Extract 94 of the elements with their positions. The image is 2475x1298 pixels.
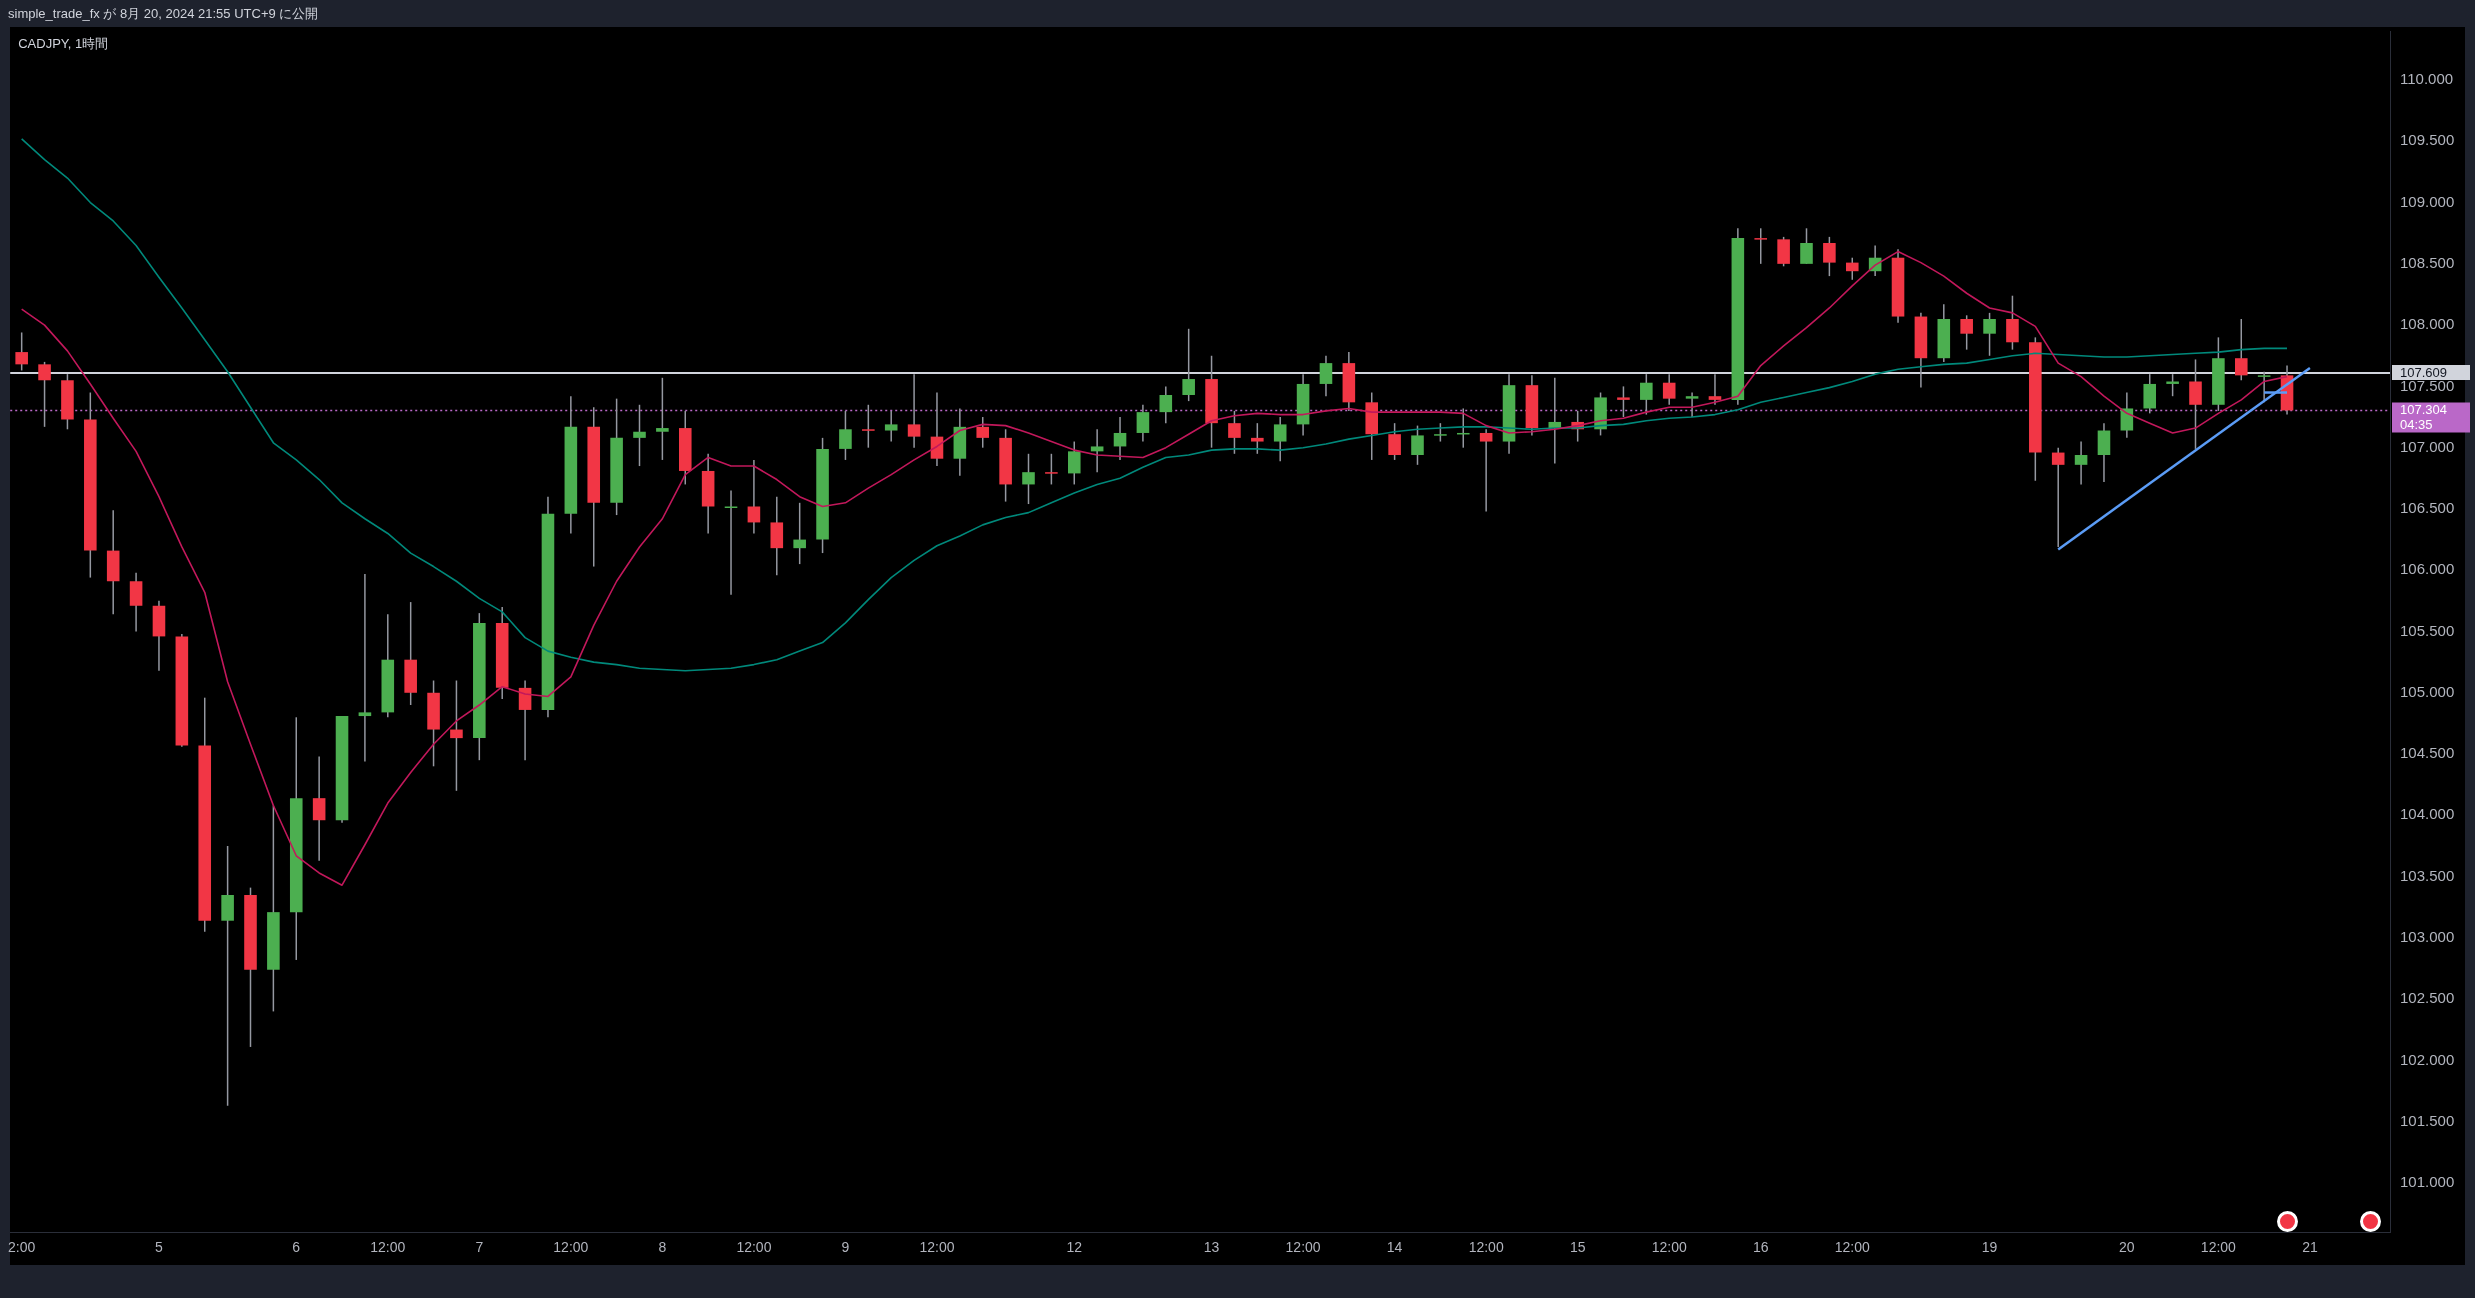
y-tick-label: 105.000 <box>2400 682 2455 700</box>
text: simple_trade_fx が 8月 20, 2024 21:55 UTC+9 に公開 <box>8 6 319 21</box>
candlestick <box>884 410 898 443</box>
x-tick-label: 13 <box>1203 1239 1220 1256</box>
x-tick-label: 12:00 <box>919 1239 955 1256</box>
candlestick <box>1113 416 1127 461</box>
y-tick-label: 107.000 <box>2400 437 2455 455</box>
x-tick-label: 12:00 <box>1834 1239 1870 1256</box>
candlestick <box>1617 385 1630 418</box>
candlestick <box>1823 236 1836 277</box>
x-tick-label: 12:00 <box>370 1239 406 1256</box>
x-tick-label: 15 <box>1569 1239 1586 1256</box>
x-tick-label: 12:00 <box>2200 1239 2237 1256</box>
y-tick-label: 109.500 <box>2400 131 2455 149</box>
y-tick-label: 108.500 <box>2400 253 2455 271</box>
chart-title: CADJPY, 1時間 <box>18 35 109 51</box>
candlestick <box>1022 453 1035 505</box>
candlestick <box>1273 416 1287 462</box>
candlestick <box>1067 440 1081 486</box>
y-tick-label: 103.500 <box>2400 866 2455 884</box>
candlestick <box>1754 227 1768 265</box>
y-tick-label: 106.000 <box>2400 560 2455 578</box>
candlestick <box>1251 422 1264 455</box>
x-tick-label: 7 <box>475 1239 484 1256</box>
candlestick <box>1090 428 1104 473</box>
y-tick-label: 104.000 <box>2400 805 2455 823</box>
candlestick <box>2006 294 2019 351</box>
y-tick-label: 106.500 <box>2400 499 2455 517</box>
candlestick <box>312 755 326 862</box>
y-tick-label: 102.000 <box>2400 1050 2455 1068</box>
x-tick-label: 21 <box>2302 1239 2318 1256</box>
candlestick <box>1479 428 1493 513</box>
x-tick-label: 14 <box>1386 1239 1403 1256</box>
candlestick <box>38 361 51 428</box>
candlestick <box>2074 440 2088 486</box>
candlestick <box>1136 404 1150 443</box>
candlestick <box>747 459 761 535</box>
candlestick <box>1228 410 1241 455</box>
y-tick-label: 105.500 <box>2400 621 2455 639</box>
candlestick <box>1800 227 1813 265</box>
candlestick <box>1845 256 1859 281</box>
candlestick <box>1319 355 1333 397</box>
x-tick-label: 19 <box>1981 1239 1998 1256</box>
x-tick-label: 16 <box>1752 1239 1769 1256</box>
candlestick <box>1685 391 1699 418</box>
x-tick-label: 20 <box>2119 1239 2135 1256</box>
y-tick-label: 108.000 <box>2400 315 2455 333</box>
ref-line-label: 107.304 04:35 <box>2400 402 2447 432</box>
candlestick <box>633 404 646 467</box>
y-tick-label: 103.000 <box>2400 928 2455 946</box>
candlestick <box>656 377 669 461</box>
candlestick <box>976 416 990 449</box>
candlestick <box>1708 373 1722 406</box>
x-tick-label: 12:00 <box>1468 1239 1504 1256</box>
x-tick-label: 9 <box>841 1239 850 1256</box>
candlestick <box>1182 328 1195 402</box>
candlestick <box>221 845 234 1107</box>
x-tick-label: 12 <box>1066 1239 1083 1256</box>
candlestick <box>1388 422 1401 461</box>
candlestick <box>1411 424 1424 466</box>
x-tick-label: 12:00 <box>553 1239 589 1256</box>
candlestick <box>862 404 875 449</box>
candlestick <box>839 410 852 461</box>
y-tick-label: 101.000 <box>2400 1173 2455 1191</box>
candlestick <box>724 489 738 596</box>
candlestick <box>2234 318 2248 382</box>
candlestick <box>2166 373 2179 397</box>
candlestick <box>15 331 28 372</box>
x-tick-label: 12:00 <box>736 1239 772 1256</box>
candlestick <box>2120 391 2134 439</box>
candlestick <box>2051 446 2065 548</box>
y-tick-label: 104.500 <box>2400 744 2455 762</box>
candlestick <box>450 679 463 792</box>
candlestick <box>1960 314 1973 351</box>
x-tick-label: 8 <box>658 1239 667 1256</box>
x-tick-label: 12:00 <box>1651 1239 1687 1256</box>
x-tick-label: 2:00 <box>8 1239 36 1256</box>
x-tick-label: 6 <box>292 1239 301 1256</box>
x-tick-label: 5 <box>155 1239 164 1256</box>
y-tick-label: 109.000 <box>2400 192 2455 210</box>
candlestick <box>1434 422 1447 443</box>
candlestick <box>358 573 372 763</box>
y-tick-label: 110.000 <box>2400 70 2454 88</box>
y-tick-label: 101.500 <box>2400 1111 2455 1129</box>
candlestick <box>1045 453 1058 486</box>
candlestick <box>2189 358 2202 450</box>
candlestick <box>793 502 806 565</box>
candlestick <box>1640 373 1653 416</box>
x-tick-label: 12:00 <box>1285 1239 1321 1256</box>
candlestick <box>907 373 921 449</box>
candlestick <box>1159 385 1173 424</box>
candlestick <box>1983 312 1996 357</box>
candlestick <box>1662 373 1676 406</box>
y-tick-label: 102.500 <box>2400 989 2455 1007</box>
